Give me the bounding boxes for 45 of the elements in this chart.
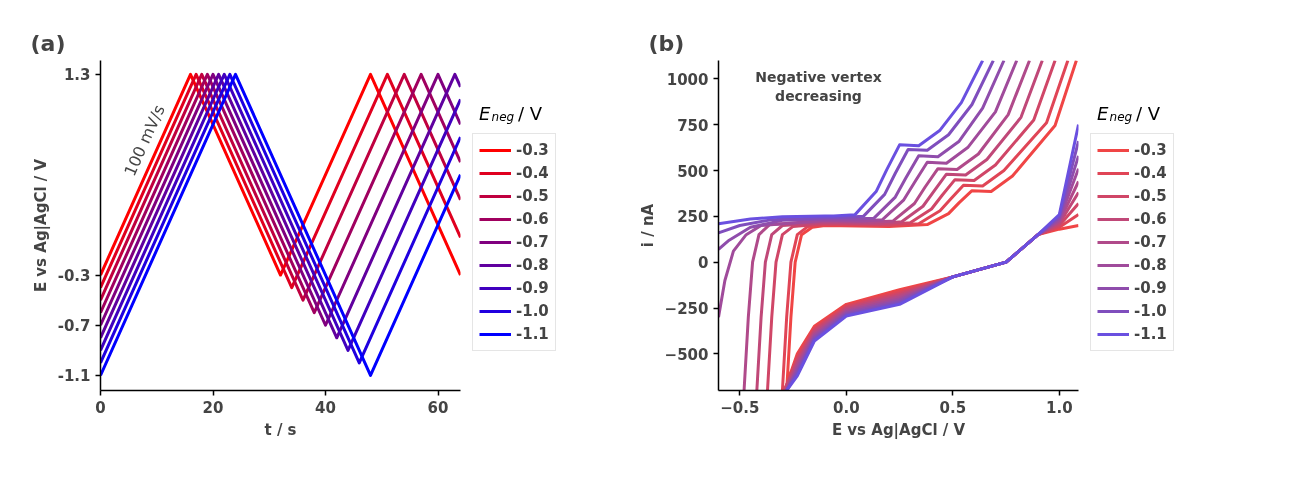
legend-label: -0.8 xyxy=(1134,256,1167,274)
legend-label: -0.9 xyxy=(516,279,549,297)
x-tick-label: 20 xyxy=(202,398,224,417)
legend-label: -0.6 xyxy=(1134,210,1167,228)
x-axis-title: t / s xyxy=(264,420,297,439)
y-tick-label: -0.3 xyxy=(57,267,91,286)
legend-label: -1.1 xyxy=(516,325,549,343)
legend-label: -0.7 xyxy=(516,233,549,251)
y-tick-label: 1.3 xyxy=(63,66,91,85)
legend-label: -1.0 xyxy=(1134,302,1167,320)
y-tick-label: 250 xyxy=(677,208,709,227)
legend-label: -1.0 xyxy=(516,302,549,320)
x-tick-label: 40 xyxy=(315,398,336,417)
y-tick-label: −250 xyxy=(664,300,709,318)
annotation: Negative vertex decreasing xyxy=(755,68,882,104)
x-tick-label: −0.5 xyxy=(720,398,760,417)
legend-label: -0.4 xyxy=(1134,164,1167,182)
x-tick-label: 1.0 xyxy=(1046,398,1073,417)
legend-label: -0.7 xyxy=(1134,233,1167,251)
x-axis-title: E vs Ag|AgCl / V xyxy=(831,420,966,440)
x-tick-label: 60 xyxy=(427,398,449,417)
legend-label: -1.1 xyxy=(1134,325,1167,343)
y-tick-label: -1.1 xyxy=(57,367,91,386)
x-tick-label: 0.5 xyxy=(939,398,967,417)
legend-label: -0.6 xyxy=(516,210,549,228)
y-tick-label: 0 xyxy=(698,254,709,273)
annotation: 100 mV/s xyxy=(120,101,169,180)
y-tick-label: -0.7 xyxy=(57,317,91,336)
legend-label: -0.4 xyxy=(516,164,549,182)
y-tick-label: 750 xyxy=(677,116,709,135)
chart-title: (b) xyxy=(648,30,685,56)
legend-label: -0.3 xyxy=(516,141,549,159)
legend-label: -0.3 xyxy=(1134,141,1167,159)
legend-label: -0.9 xyxy=(1134,279,1167,297)
legend-label: -0.8 xyxy=(516,256,549,274)
y-tick-label: −500 xyxy=(664,345,709,364)
y-axis-title: E vs Ag|AgCl / V xyxy=(31,158,51,293)
legend-label: -0.5 xyxy=(1134,187,1167,205)
y-tick-label: 1000 xyxy=(666,70,709,89)
chart-title: (a) xyxy=(30,30,66,56)
x-tick-label: 0.0 xyxy=(833,398,860,417)
x-tick-label: 0 xyxy=(95,398,106,417)
legend-label: -0.5 xyxy=(516,187,549,205)
y-axis-title: i / nA xyxy=(638,203,657,248)
y-tick-label: 500 xyxy=(677,162,709,181)
